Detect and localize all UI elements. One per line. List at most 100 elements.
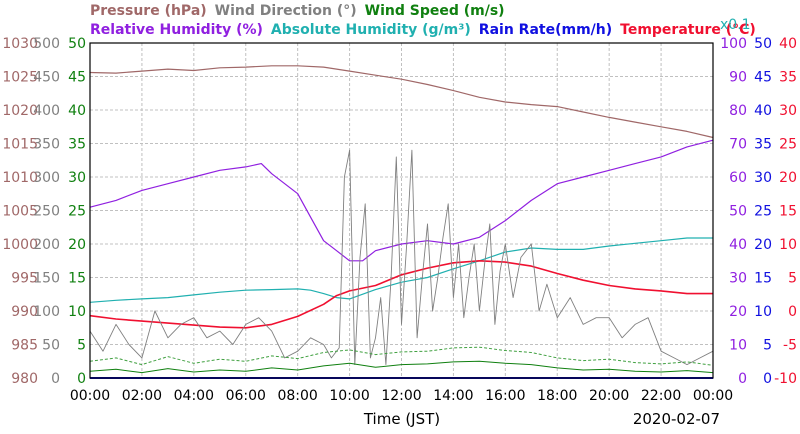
tick-label-wind-speed: 5 (77, 338, 86, 354)
tick-label-relative-humidity: 60 (729, 170, 747, 186)
tick-label-relative-humidity: 40 (729, 237, 747, 253)
tick-label-relative-humidity: 50 (729, 204, 747, 220)
tick-label-pressure: 1015 (2, 137, 38, 153)
tick-label-wind-speed: 35 (68, 137, 86, 153)
tick-label-wind-speed: 10 (68, 304, 86, 320)
tick-label-temperature: 30 (779, 103, 797, 119)
tick-label-temperature: 20 (779, 170, 797, 186)
tick-label-wind-speed: 25 (68, 204, 86, 220)
tick-label-temperature: -5 (783, 338, 797, 354)
tick-label-wind-direction: 100 (33, 304, 60, 320)
x-axis-title: Time (JST) (363, 410, 440, 428)
series-line-pressure (89, 65, 714, 139)
plot-frame (89, 42, 714, 379)
tick-label-rain-rate: 45 (754, 70, 772, 86)
x-tick-label: 18:00 (537, 388, 577, 404)
series-line-temperature (89, 259, 713, 329)
tick-label-wind-direction: 450 (33, 70, 60, 86)
tick-label-temperature: 10 (779, 237, 797, 253)
x-tick-label: 02:00 (122, 388, 162, 404)
tick-label-temperature: 5 (788, 271, 797, 287)
tick-label-wind-direction: 50 (42, 338, 60, 354)
tick-label-temperature: 25 (779, 137, 797, 153)
x-tick-label: 04:00 (174, 388, 214, 404)
tick-label-rain-rate: 10 (754, 304, 772, 320)
tick-label-rain-rate: 35 (754, 137, 772, 153)
tick-label-temperature: 0 (788, 304, 797, 320)
tick-label-wind-direction: 500 (33, 36, 60, 52)
tick-label-relative-humidity: 0 (738, 371, 747, 387)
tick-label-wind-direction: 150 (33, 271, 60, 287)
tick-label-relative-humidity: 10 (729, 338, 747, 354)
abs-humidity-scale-note: x0.1 (720, 17, 751, 33)
x-tick-label: 14:00 (433, 388, 473, 404)
tick-label-wind-speed: 45 (68, 70, 86, 86)
tick-label-pressure: 995 (11, 271, 38, 287)
tick-label-pressure: 1005 (2, 204, 38, 220)
tick-label-wind-direction: 400 (33, 103, 60, 119)
tick-label-wind-speed: 30 (68, 170, 86, 186)
tick-label-relative-humidity: 70 (729, 137, 747, 153)
tick-label-rain-rate: 0 (763, 371, 772, 387)
plot-border (89, 42, 714, 379)
tick-label-temperature: -10 (774, 371, 797, 387)
tick-label-relative-humidity: 100 (720, 36, 747, 52)
x-tick-label: 22:00 (641, 388, 681, 404)
legend-item-temperature: Temperature (°C) (620, 22, 756, 38)
series-line-wind-speed (89, 360, 714, 374)
tick-label-rain-rate: 15 (754, 271, 772, 287)
tick-label-pressure: 980 (11, 371, 38, 387)
tick-label-rain-rate: 50 (754, 36, 772, 52)
tick-label-wind-speed: 15 (68, 271, 86, 287)
tick-label-temperature: 15 (779, 204, 797, 220)
series-layer (89, 65, 714, 379)
grid-lines (89, 42, 714, 379)
tick-label-temperature: 40 (779, 36, 797, 52)
x-tick-label: 12:00 (381, 388, 421, 404)
legend: Pressure (hPa) Wind Direction (°) Wind Spe… (90, 3, 756, 38)
tick-label-rain-rate: 20 (754, 237, 772, 253)
x-tick-label: 10:00 (329, 388, 369, 404)
tick-label-rain-rate: 40 (754, 103, 772, 119)
legend-item-rain-rate: Rain Rate(mm/h) (479, 22, 612, 38)
axes-layer: 1030102510201015101010051000995990985980… (2, 36, 797, 428)
tick-label-wind-direction: 300 (33, 170, 60, 186)
tick-label-pressure: 1000 (2, 237, 38, 253)
tick-label-wind-speed: 40 (68, 103, 86, 119)
tick-label-wind-direction: 0 (51, 371, 60, 387)
tick-label-rain-rate: 30 (754, 170, 772, 186)
x-tick-label: 00:00 (693, 388, 733, 404)
tick-label-relative-humidity: 30 (729, 271, 747, 287)
chart-date: 2020-02-07 (633, 410, 720, 428)
series-line-relative-humidity (89, 139, 714, 262)
legend-item-wind-speed: Wind Speed (m/s) (365, 3, 505, 19)
series-line-wind-gust (89, 346, 714, 366)
legend-item-relative-humidity: Relative Humidity (%) (90, 22, 263, 38)
tick-label-rain-rate: 25 (754, 204, 772, 220)
tick-label-wind-direction: 350 (33, 137, 60, 153)
tick-label-wind-speed: 20 (68, 237, 86, 253)
x-tick-label: 00:00 (70, 388, 110, 404)
series-line-absolute-humidity (89, 237, 713, 303)
legend-item-wind-direction: Wind Direction (°) (215, 3, 357, 19)
tick-label-wind-direction: 200 (33, 237, 60, 253)
tick-label-relative-humidity: 90 (729, 70, 747, 86)
tick-label-pressure: 990 (11, 304, 38, 320)
x-tick-label: 20:00 (589, 388, 629, 404)
tick-label-pressure: 1030 (2, 36, 38, 52)
legend-item-absolute-humidity: Absolute Humidity (g/m³) (271, 22, 471, 38)
x-tick-label: 08:00 (277, 388, 317, 404)
tick-label-rain-rate: 5 (763, 338, 772, 354)
tick-label-pressure: 1010 (2, 170, 38, 186)
tick-label-wind-speed: 50 (68, 36, 86, 52)
tick-label-pressure: 985 (11, 338, 38, 354)
x-tick-label: 06:00 (226, 388, 266, 404)
tick-label-wind-speed: 0 (77, 371, 86, 387)
tick-label-relative-humidity: 20 (729, 304, 747, 320)
legend-item-pressure: Pressure (hPa) (90, 3, 207, 19)
tick-label-relative-humidity: 80 (729, 103, 747, 119)
tick-label-wind-direction: 250 (33, 204, 60, 220)
tick-label-pressure: 1020 (2, 103, 38, 119)
